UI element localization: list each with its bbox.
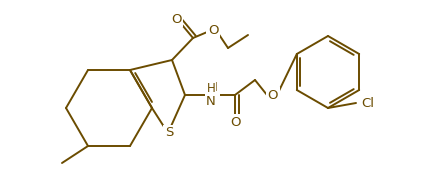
Text: O: O [208,23,218,36]
Text: H: H [207,82,215,95]
Text: O: O [171,13,181,26]
Text: S: S [165,127,173,139]
Text: H
N: H N [208,81,218,109]
Text: Cl: Cl [361,97,374,110]
Text: O: O [230,115,240,129]
Text: N: N [206,95,216,108]
Text: O: O [268,88,278,102]
